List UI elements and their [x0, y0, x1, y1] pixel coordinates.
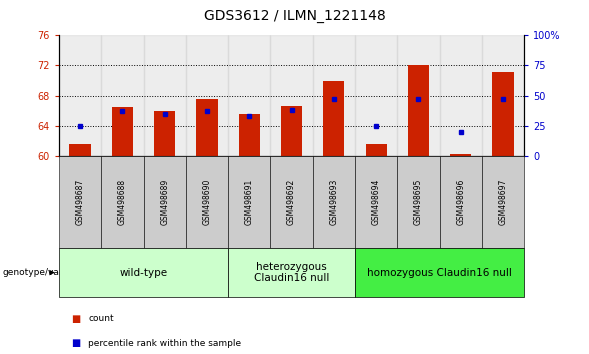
Text: genotype/variation: genotype/variation: [3, 268, 89, 277]
Bar: [270, 35, 313, 156]
Bar: [492, 72, 514, 156]
Text: GSM498697: GSM498697: [498, 178, 508, 225]
Bar: [186, 35, 228, 156]
Bar: [439, 35, 482, 156]
Bar: [228, 35, 270, 156]
Bar: [281, 106, 302, 156]
Bar: [144, 35, 186, 156]
Text: GSM498696: GSM498696: [456, 178, 465, 225]
Text: GSM498689: GSM498689: [160, 179, 169, 225]
Text: GSM498688: GSM498688: [118, 179, 127, 225]
Text: ■: ■: [71, 314, 80, 324]
Bar: [398, 35, 439, 156]
Text: GSM498692: GSM498692: [287, 179, 296, 225]
Text: wild-type: wild-type: [120, 268, 167, 278]
Text: GSM498693: GSM498693: [329, 178, 338, 225]
Bar: [313, 35, 355, 156]
Bar: [101, 35, 144, 156]
Bar: [323, 80, 345, 156]
Bar: [59, 35, 101, 156]
Text: GSM498691: GSM498691: [245, 179, 254, 225]
Bar: [196, 99, 217, 156]
Bar: [450, 154, 471, 156]
Bar: [482, 35, 524, 156]
Text: heterozygous
Claudin16 null: heterozygous Claudin16 null: [254, 262, 329, 284]
Text: ■: ■: [71, 338, 80, 348]
Text: GSM498695: GSM498695: [414, 178, 423, 225]
Bar: [112, 107, 133, 156]
Text: homozygous Claudin16 null: homozygous Claudin16 null: [367, 268, 512, 278]
Text: GSM498694: GSM498694: [372, 178, 380, 225]
Bar: [70, 144, 91, 156]
Bar: [366, 144, 387, 156]
Bar: [408, 65, 429, 156]
Text: GSM498687: GSM498687: [75, 179, 85, 225]
Text: GDS3612 / ILMN_1221148: GDS3612 / ILMN_1221148: [204, 9, 385, 23]
Text: count: count: [88, 314, 114, 323]
Bar: [154, 110, 176, 156]
Bar: [239, 114, 260, 156]
Text: percentile rank within the sample: percentile rank within the sample: [88, 339, 241, 348]
Bar: [355, 35, 398, 156]
Text: GSM498690: GSM498690: [203, 178, 211, 225]
